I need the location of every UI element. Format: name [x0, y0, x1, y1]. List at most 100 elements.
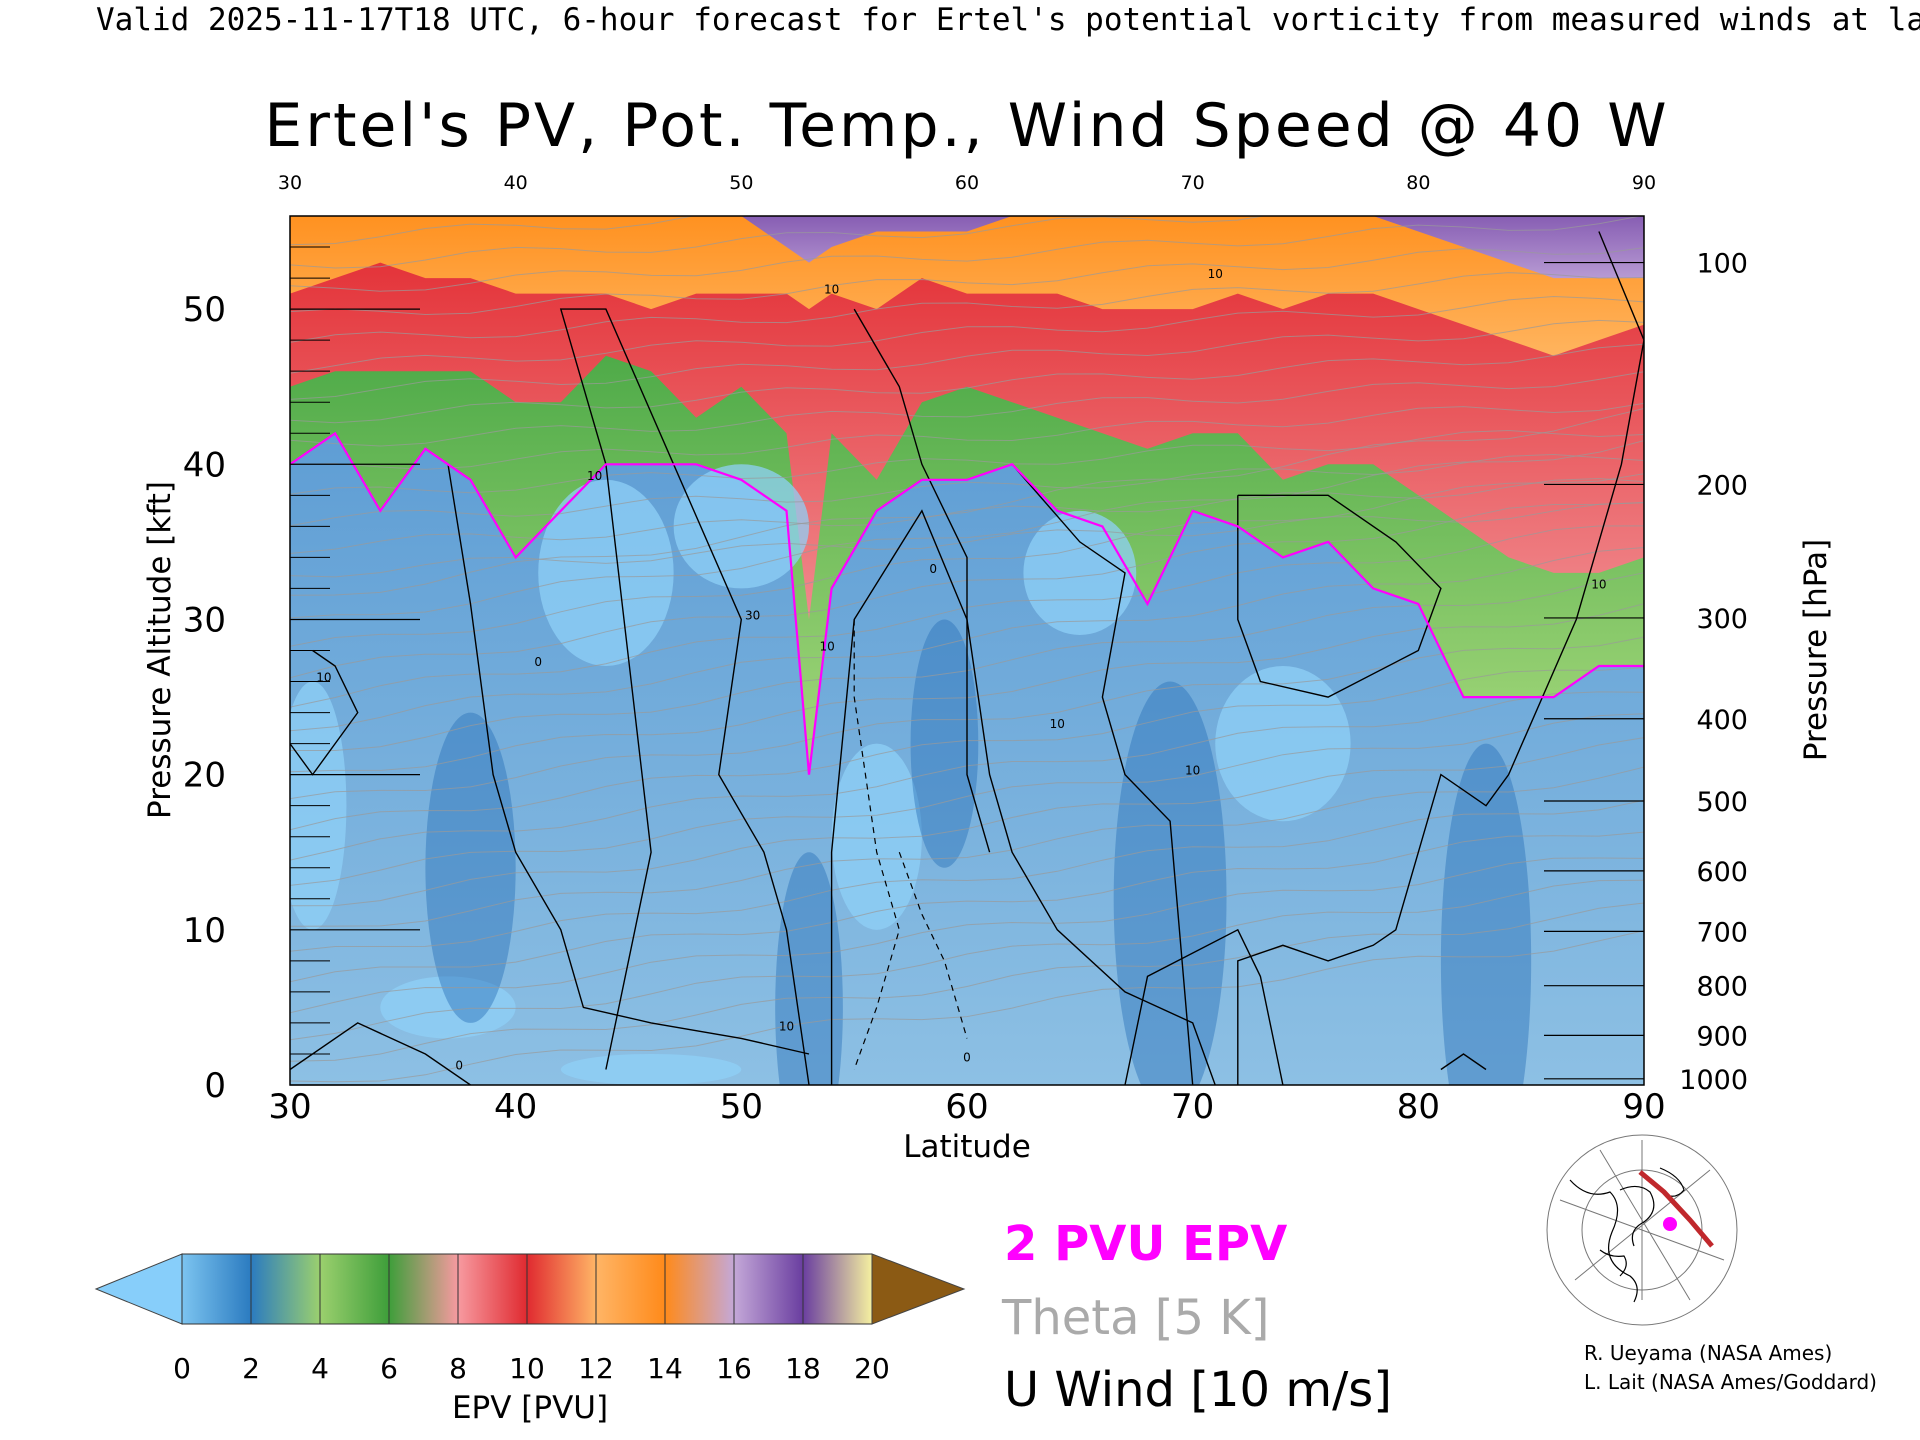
- wind-line: [290, 1022, 471, 1085]
- x-tick-label-top: 90: [1632, 172, 1656, 194]
- theta-line: [290, 408, 1644, 596]
- theta-line: [290, 319, 1644, 400]
- colorbar-ticks: 0 2 4 6 8 10 12 14 16 18 20: [173, 1352, 890, 1385]
- pressure-tick-label: 500: [1696, 787, 1748, 818]
- x-tick-label: 40: [494, 1087, 537, 1127]
- theta-line: [290, 295, 1644, 374]
- wind-contours: [290, 231, 1644, 1085]
- wind-line: [1124, 928, 1284, 1085]
- x-tick-label: 80: [1397, 1087, 1440, 1127]
- plot-area: 10 0 10 30 10 10 0 0 0 10 10 10 10 10: [290, 216, 1644, 1085]
- colorbar-cell: [181, 1253, 252, 1325]
- y-tick-label: 30: [183, 600, 226, 640]
- legend-wind: U Wind [10 m/s]: [1004, 1362, 1392, 1418]
- theta-line: [290, 737, 1644, 907]
- pressure-tick-label: 100: [1696, 249, 1748, 280]
- location-marker: [1663, 1217, 1677, 1231]
- pressure-tick-label: 1000: [1679, 1065, 1748, 1096]
- chart-title: Ertel's PV, Pot. Temp., Wind Speed @ 40 …: [264, 91, 1669, 161]
- band-red: [290, 216, 1644, 620]
- theta-line: [290, 216, 1267, 269]
- contour-label: 10: [1050, 717, 1065, 731]
- colorbar-cell: [388, 1253, 459, 1325]
- pv-2pvu-line: [290, 431, 1644, 775]
- theta-line: [290, 879, 1644, 1041]
- wind-line: [853, 308, 991, 853]
- pressure-tick-label: 900: [1696, 1021, 1748, 1052]
- colorbar-under-arrow: [94, 1253, 183, 1325]
- y-axis-right: 100 200 300 400 500 600 700 800 900 1000: [1544, 249, 1748, 1096]
- wind-line: [1011, 463, 1194, 1085]
- wind-line: [447, 464, 810, 1055]
- dark-pv-patch: [910, 619, 979, 868]
- pv-2pvu-contour: [290, 431, 1644, 775]
- wind-line: [1440, 1053, 1487, 1071]
- x-tick-label-top: 40: [504, 172, 528, 194]
- valid-header: Valid 2025-11-17T18 UTC, 6-hour forecast…: [96, 2, 1920, 38]
- theta-line: [290, 477, 1644, 554]
- colorbar-cell: [733, 1253, 804, 1325]
- contour-label: 10: [824, 283, 839, 297]
- wind-line: [1237, 231, 1644, 1085]
- pressure-tick-label: 800: [1696, 972, 1748, 1003]
- x-tick-label: 70: [1171, 1087, 1214, 1127]
- track-line: [1638, 1170, 1714, 1248]
- wind-line: [1237, 494, 1442, 698]
- pressure-tick-label: 700: [1696, 917, 1748, 948]
- colorbar: 0 2 4 6 8 10 12 14 16 18 20 EPV [PVU]: [94, 1253, 966, 1426]
- x-tick-label-top: 50: [729, 172, 753, 194]
- colorbar-tick-label: 4: [311, 1352, 329, 1385]
- colorbar-cells: [94, 1253, 966, 1325]
- pressure-tick-label: 600: [1696, 857, 1748, 888]
- x-tick-label-top: 60: [955, 172, 979, 194]
- contour-label: 0: [963, 1051, 971, 1065]
- x-tick-label: 90: [1622, 1087, 1665, 1127]
- theta-line: [290, 799, 1644, 952]
- theta-line: [290, 216, 1644, 292]
- colorbar-cell: [457, 1253, 528, 1325]
- y-tick-label: 20: [183, 756, 226, 796]
- low-pv-patch: [673, 464, 810, 589]
- colorbar-tick-label: 6: [380, 1352, 398, 1385]
- contour-label: 10: [819, 640, 834, 654]
- theta-line: [290, 453, 1644, 527]
- contour-label: 10: [1208, 267, 1223, 281]
- colorbar-cell: [526, 1253, 597, 1325]
- y-tick-label: 10: [183, 911, 226, 951]
- wind-line-negative: [898, 851, 968, 1039]
- x-tick-label-top: 80: [1406, 172, 1430, 194]
- dark-pv-patch: [1113, 681, 1227, 1085]
- x-tick-label: 60: [945, 1087, 988, 1127]
- theta-line: [290, 766, 1644, 927]
- wind-line: [830, 509, 1216, 1085]
- contour-label: 30: [745, 608, 760, 622]
- colorbar-tick-label: 20: [854, 1352, 890, 1385]
- contour-label: 0: [455, 1058, 463, 1072]
- credit-line-1: R. Ueyama (NASA Ames): [1584, 1341, 1832, 1365]
- colorbar-cell: [319, 1253, 390, 1325]
- colorbar-tick-label: 0: [173, 1352, 191, 1385]
- y-tick-label: 50: [183, 290, 226, 330]
- contour-label: 0: [929, 562, 937, 576]
- theta-line: [290, 272, 1644, 343]
- colorbar-tick-label: 10: [509, 1352, 545, 1385]
- colorbar-tick-label: 2: [242, 1352, 260, 1385]
- colorbar-over-arrow: [871, 1253, 966, 1325]
- colorbar-tick-label: 16: [716, 1352, 752, 1385]
- theta-line: [290, 216, 696, 246]
- dark-pv-patch: [775, 852, 843, 1085]
- colorbar-cell: [664, 1253, 735, 1325]
- contour-label: 10: [779, 1020, 794, 1034]
- contour-label: 10: [316, 671, 331, 685]
- y-axis-left: 0 10 20 30 40 50: [183, 246, 420, 1106]
- contour-label: 10: [587, 469, 602, 483]
- credit-line-2: L. Lait (NASA Ames/Goddard): [1584, 1370, 1877, 1394]
- x-tick-label: 50: [720, 1087, 763, 1127]
- colorbar-cell: [595, 1253, 666, 1325]
- theta-line: [290, 902, 1644, 1062]
- pressure-tick-label: 300: [1696, 604, 1748, 635]
- pressure-tick-label: 400: [1696, 705, 1748, 736]
- theta-line: [290, 429, 1644, 495]
- low-pv-patch: [538, 479, 674, 667]
